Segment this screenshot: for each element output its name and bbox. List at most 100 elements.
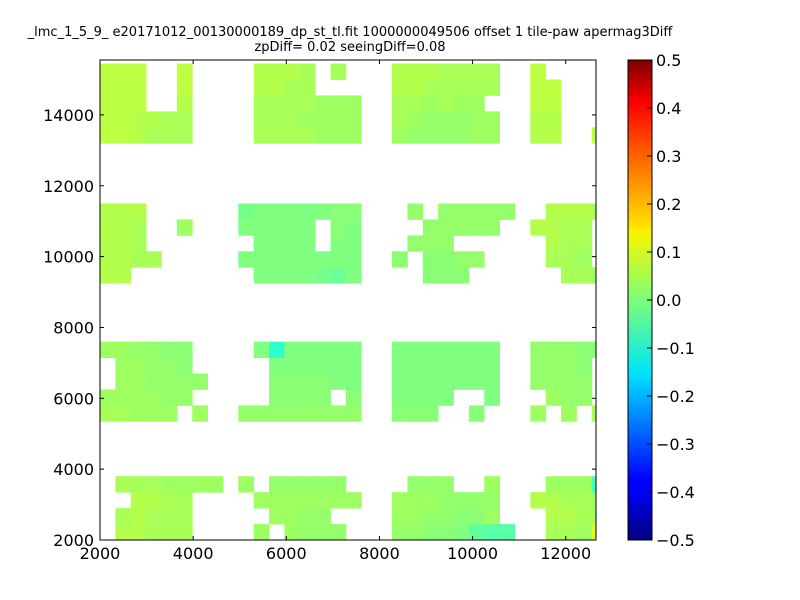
heatmap-cell xyxy=(115,341,132,358)
heatmap-cell xyxy=(422,63,439,80)
heatmap-cell xyxy=(484,357,500,374)
heatmap-cell xyxy=(161,476,178,493)
heatmap-cell xyxy=(331,540,347,556)
heatmap-cell xyxy=(315,508,331,525)
x-tick-label: 2000 xyxy=(80,544,121,563)
heatmap-cell xyxy=(530,492,547,509)
heatmap-cell xyxy=(284,111,301,128)
heatmap-cell xyxy=(345,389,362,406)
heatmap-cell xyxy=(161,357,178,374)
heatmap-cell xyxy=(130,235,147,252)
heatmap-cell xyxy=(545,111,562,128)
heatmap-cell xyxy=(392,63,408,80)
heatmap-cell xyxy=(453,357,470,374)
heatmap-cell xyxy=(438,63,454,80)
heatmap-cell xyxy=(330,357,347,374)
heatmap-cell xyxy=(146,524,162,540)
heatmap-cell xyxy=(146,476,162,493)
heatmap-cell xyxy=(146,251,162,268)
heatmap-cell xyxy=(576,219,593,236)
heatmap-cell xyxy=(284,235,301,252)
heatmap-cell xyxy=(299,127,316,144)
heatmap-cell xyxy=(330,203,347,220)
heatmap-cell xyxy=(161,405,178,422)
heatmap-cell xyxy=(299,373,316,390)
heatmap-cell xyxy=(545,341,562,358)
heatmap-cell xyxy=(561,476,577,493)
heatmap-cell xyxy=(591,492,596,509)
y-tick-label: 8000 xyxy=(53,318,94,337)
heatmap-cell xyxy=(345,373,362,390)
heatmap-cell xyxy=(100,235,116,252)
heatmap-cell xyxy=(545,476,562,493)
heatmap-cell xyxy=(315,267,331,284)
heatmap-cell xyxy=(100,111,116,128)
heatmap-cell xyxy=(161,127,178,144)
heatmap-cell xyxy=(438,492,454,509)
heatmap-cell xyxy=(161,524,178,540)
heatmap-cell xyxy=(422,508,439,525)
heatmap-cell xyxy=(299,95,316,112)
heatmap-cell xyxy=(330,405,347,422)
heatmap-cell xyxy=(238,476,255,493)
heatmap-cell xyxy=(422,79,439,96)
heatmap-cell xyxy=(315,251,331,268)
heatmap-cell xyxy=(530,341,547,358)
heatmap-cell xyxy=(545,79,562,96)
heatmap-cell xyxy=(545,95,562,112)
colorbar-tick-label: −0.1 xyxy=(656,339,695,358)
heatmap-cell xyxy=(484,203,500,220)
heatmap-cell xyxy=(253,251,270,268)
heatmap-cell xyxy=(330,524,347,540)
heatmap-cell xyxy=(345,357,362,374)
heatmap-cell xyxy=(100,341,116,358)
heatmap-cell xyxy=(545,389,562,406)
heatmap-cell xyxy=(176,341,193,358)
colorbar-tick-label: −0.5 xyxy=(656,531,695,550)
heatmap-cell xyxy=(253,405,270,422)
heatmap-cell xyxy=(100,219,116,236)
heatmap-cell xyxy=(438,357,454,374)
heatmap-cell xyxy=(284,524,301,540)
heatmap-cell xyxy=(330,251,347,268)
heatmap-cell xyxy=(176,524,193,540)
heatmap-cell xyxy=(468,219,485,236)
heatmap-cell xyxy=(100,267,116,284)
heatmap-cell xyxy=(392,373,408,390)
heatmap-cell xyxy=(591,203,596,220)
heatmap-cell xyxy=(269,405,285,422)
heatmap-cell xyxy=(269,63,285,80)
heatmap-cell xyxy=(284,251,301,268)
heatmap-cell xyxy=(269,476,285,493)
heatmap-cell xyxy=(269,111,285,128)
heatmap-cell xyxy=(146,540,162,556)
heatmap-cell xyxy=(130,508,147,525)
heatmap-cell xyxy=(392,127,408,144)
heatmap-cell xyxy=(453,111,470,128)
heatmap-cell xyxy=(468,79,485,96)
heatmap-cell xyxy=(422,111,439,128)
heatmap-cell xyxy=(299,203,316,220)
heatmap-cell xyxy=(269,79,285,96)
heatmap-cell xyxy=(269,373,285,390)
heatmap-cell xyxy=(238,219,255,236)
heatmap-cells xyxy=(100,63,596,556)
heatmap-cell xyxy=(468,373,485,390)
heatmap-cell xyxy=(284,127,301,144)
heatmap-cell xyxy=(131,540,147,556)
heatmap-cell xyxy=(422,341,439,358)
heatmap-cell xyxy=(130,111,147,128)
heatmap-cell xyxy=(530,95,547,112)
heatmap-cell xyxy=(192,476,208,493)
heatmap-cell xyxy=(438,373,454,390)
heatmap-cell xyxy=(299,492,316,509)
heatmap-cell xyxy=(146,111,162,128)
heatmap-cell xyxy=(315,95,331,112)
heatmap-cell xyxy=(453,508,470,525)
heatmap-cell xyxy=(115,95,132,112)
heatmap-cell xyxy=(146,341,162,358)
heatmap-cell xyxy=(115,524,132,540)
heatmap-cell xyxy=(299,251,316,268)
heatmap-cell xyxy=(468,127,485,144)
